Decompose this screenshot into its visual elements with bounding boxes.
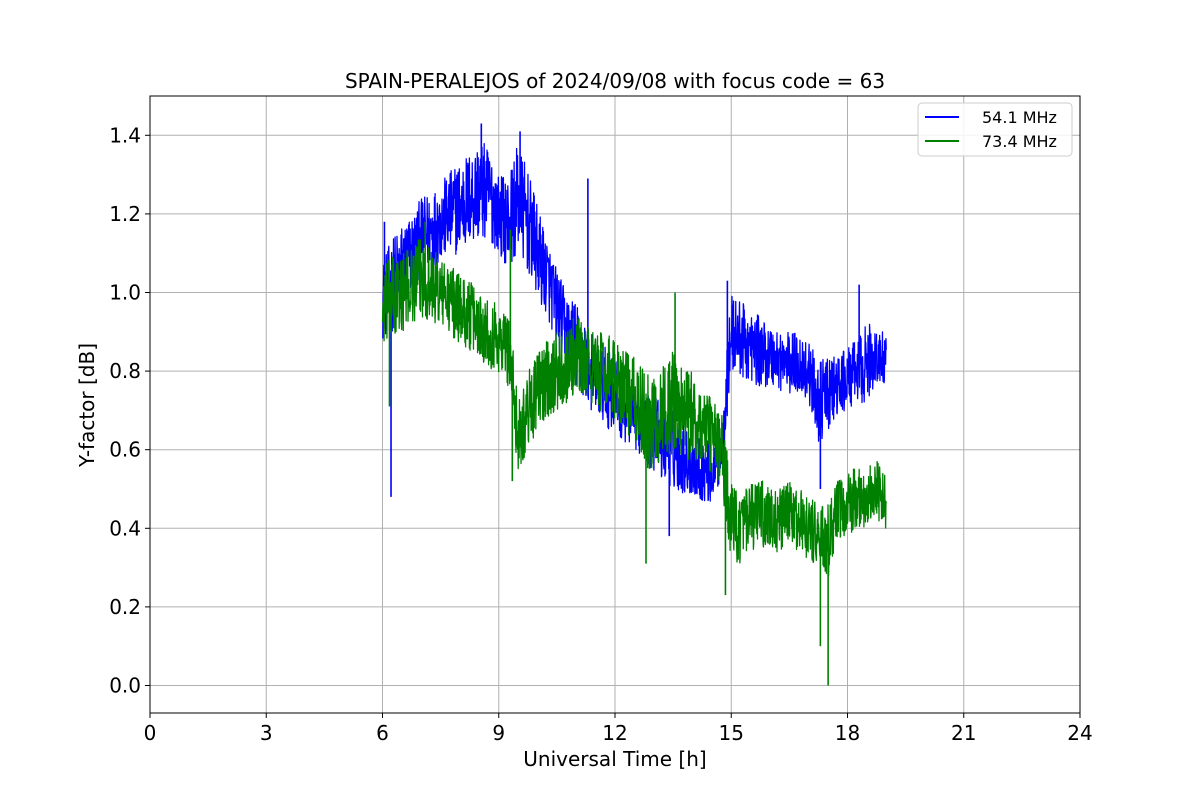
y-tick-label: 0.4 (109, 516, 141, 540)
y-tick-label: 0.6 (109, 438, 141, 462)
x-axis-label: Universal Time [h] (523, 747, 706, 771)
x-tick-label: 18 (835, 721, 860, 745)
y-tick-label: 1.4 (109, 123, 141, 147)
x-tick-label: 9 (492, 721, 505, 745)
x-tick-label: 12 (602, 721, 627, 745)
y-tick-label: 0.8 (109, 359, 141, 383)
x-tick-label: 15 (719, 721, 744, 745)
chart-title: SPAIN-PERALEJOS of 2024/09/08 with focus… (345, 69, 885, 93)
series-line (381, 239, 887, 576)
series-layer (381, 123, 887, 686)
series-1 (381, 221, 887, 686)
x-tick-label: 6 (376, 721, 389, 745)
x-tick-label: 0 (144, 721, 157, 745)
y-tick-label: 1.0 (109, 280, 141, 304)
y-axis-label: Y-factor [dB] (75, 343, 99, 468)
x-tick-label: 24 (1067, 721, 1092, 745)
y-tick-label: 0.2 (109, 595, 141, 619)
ticks: 0 3 6 9 12 15 18 21 24 0.0 0.2 0.4 0.6 0.8 1.0 1.2 1.4 (109, 123, 1093, 745)
legend: 54.1 MHz 73.4 MHz (917, 102, 1073, 157)
x-tick-label: 3 (260, 721, 273, 745)
legend-label-73-mhz: 73.4 MHz (982, 132, 1057, 151)
y-tick-label: 0.0 (109, 673, 141, 697)
y-tick-label: 1.2 (109, 202, 141, 226)
legend-label-54-mhz: 54.1 MHz (982, 108, 1057, 127)
x-tick-label: 21 (951, 721, 976, 745)
